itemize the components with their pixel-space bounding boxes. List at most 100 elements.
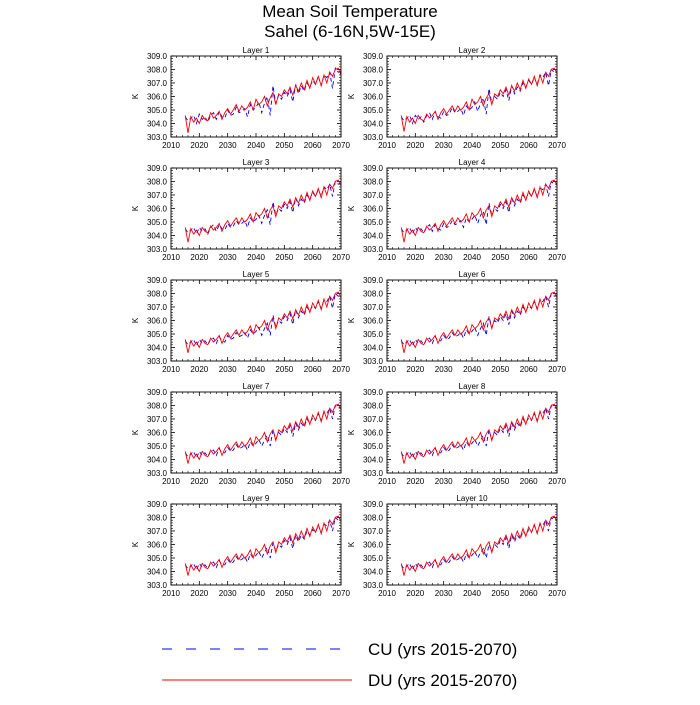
y-axis-label-layer-8: K	[347, 429, 356, 435]
x-tick-label: 2040	[247, 253, 265, 262]
y-axis-label-layer-10: K	[347, 541, 356, 547]
x-tick-label: 2020	[190, 141, 208, 150]
x-tick-label: 2030	[219, 365, 237, 374]
x-tick-label: 2020	[190, 589, 208, 598]
x-tick-label: 2060	[304, 477, 322, 486]
y-axis-label-layer-4: K	[347, 205, 356, 211]
y-tick-label: 304.0	[147, 456, 168, 465]
plot-frame-layer-7	[170, 391, 342, 474]
y-tick-label: 305.0	[147, 218, 168, 227]
x-tick-label: 2040	[247, 477, 265, 486]
y-tick-label: 306.0	[147, 429, 168, 438]
x-tick-label: 2020	[190, 365, 208, 374]
x-tick-label: 2010	[162, 141, 180, 150]
panel-title-layer-6: Layer 6	[459, 270, 486, 279]
x-tick-label: 2040	[463, 589, 481, 598]
x-tick-label: 2070	[332, 477, 350, 486]
x-tick-label: 2070	[332, 365, 350, 374]
y-tick-label: 306.0	[147, 317, 168, 326]
series-du-line-layer-10	[400, 515, 558, 576]
x-tick-label: 2010	[378, 589, 396, 598]
x-tick-label: 2040	[247, 365, 265, 374]
y-tick-label: 308.0	[363, 290, 384, 299]
x-tick-label: 2010	[378, 253, 396, 262]
x-tick-label: 2070	[548, 253, 566, 262]
x-tick-label: 2010	[162, 477, 180, 486]
series-du-line-layer-4	[400, 179, 558, 243]
x-tick-label: 2030	[219, 141, 237, 150]
x-tick-label: 2040	[463, 365, 481, 374]
y-tick-label: 309.0	[147, 52, 168, 61]
x-tick-label: 2070	[332, 253, 350, 262]
y-tick-label: 303.0	[363, 581, 384, 590]
panel-layer-6: Layer 6 K 2010 2020 2030 2040 2050 2060 2070 303.…	[347, 270, 566, 374]
y-tick-label: 304.0	[363, 456, 384, 465]
panel-layer-7: Layer 7 K 2010 2020 2030 2040 2050 2060 2070 303.…	[131, 382, 350, 486]
legend: CU (yrs 2015-2070) DU (yrs 2015-2070)	[162, 640, 517, 690]
x-tick-label: 2020	[406, 589, 424, 598]
series-du-line-layer-9	[184, 515, 342, 576]
panel-title-layer-10: Layer 10	[456, 494, 488, 503]
x-tick-label: 2050	[491, 477, 509, 486]
y-tick-label: 309.0	[363, 52, 384, 61]
panel-layer-1: Layer 1 K 2010 2020 2030 2040 2050 2060 2070 303.…	[131, 46, 350, 150]
y-axis-label-layer-1: K	[131, 93, 140, 99]
series-cu-line-layer-10	[400, 516, 558, 572]
panel-layer-8: Layer 8 K 2010 2020 2030 2040 2050 2060 2070 303.…	[347, 382, 566, 486]
x-tick-label: 2010	[162, 365, 180, 374]
panel-title-layer-2: Layer 2	[459, 46, 486, 55]
panel-title-layer-9: Layer 9	[243, 494, 270, 503]
x-tick-label: 2060	[304, 253, 322, 262]
y-tick-label: 304.0	[147, 344, 168, 353]
y-tick-label: 309.0	[363, 388, 384, 397]
y-tick-label: 306.0	[147, 93, 168, 102]
x-tick-label: 2050	[491, 365, 509, 374]
y-tick-label: 308.0	[363, 402, 384, 411]
y-tick-label: 305.0	[363, 330, 384, 339]
y-tick-label: 308.0	[147, 514, 168, 523]
x-tick-label: 2060	[520, 589, 538, 598]
x-tick-label: 2010	[378, 477, 396, 486]
x-tick-label: 2050	[275, 141, 293, 150]
y-tick-label: 306.0	[363, 429, 384, 438]
y-tick-label: 305.0	[363, 554, 384, 563]
x-tick-label: 2020	[190, 477, 208, 486]
panel-title-layer-5: Layer 5	[243, 270, 270, 279]
y-tick-label: 308.0	[363, 66, 384, 75]
y-tick-label: 308.0	[363, 178, 384, 187]
x-tick-label: 2020	[406, 141, 424, 150]
x-tick-label: 2060	[304, 365, 322, 374]
x-tick-label: 2060	[520, 477, 538, 486]
y-tick-label: 309.0	[147, 388, 168, 397]
x-tick-label: 2030	[435, 477, 453, 486]
x-tick-label: 2030	[219, 477, 237, 486]
y-tick-label: 307.0	[147, 79, 168, 88]
y-tick-label: 306.0	[363, 541, 384, 550]
x-tick-label: 2050	[491, 253, 509, 262]
plot-frame-layer-3	[170, 167, 342, 250]
y-tick-label: 308.0	[147, 402, 168, 411]
x-tick-label: 2060	[304, 589, 322, 598]
x-tick-label: 2070	[548, 141, 566, 150]
y-axis-label-layer-7: K	[131, 429, 140, 435]
x-tick-label: 2040	[463, 141, 481, 150]
x-tick-label: 2060	[520, 141, 538, 150]
x-tick-label: 2050	[275, 253, 293, 262]
plot-frame-layer-1	[170, 55, 342, 138]
y-tick-label: 303.0	[147, 581, 168, 590]
y-tick-label: 306.0	[147, 541, 168, 550]
y-tick-label: 305.0	[363, 218, 384, 227]
plot-frame-layer-2	[386, 55, 558, 138]
y-tick-label: 308.0	[363, 514, 384, 523]
x-tick-label: 2040	[463, 477, 481, 486]
y-tick-label: 308.0	[147, 178, 168, 187]
x-tick-label: 2020	[406, 365, 424, 374]
x-tick-label: 2050	[275, 477, 293, 486]
x-tick-label: 2070	[332, 589, 350, 598]
y-tick-label: 307.0	[147, 303, 168, 312]
x-tick-label: 2020	[406, 477, 424, 486]
series-du-line-layer-3	[184, 179, 342, 243]
y-tick-label: 306.0	[147, 205, 168, 214]
legend-cu-label: CU (yrs 2015-2070)	[368, 640, 517, 659]
x-tick-label: 2040	[463, 253, 481, 262]
